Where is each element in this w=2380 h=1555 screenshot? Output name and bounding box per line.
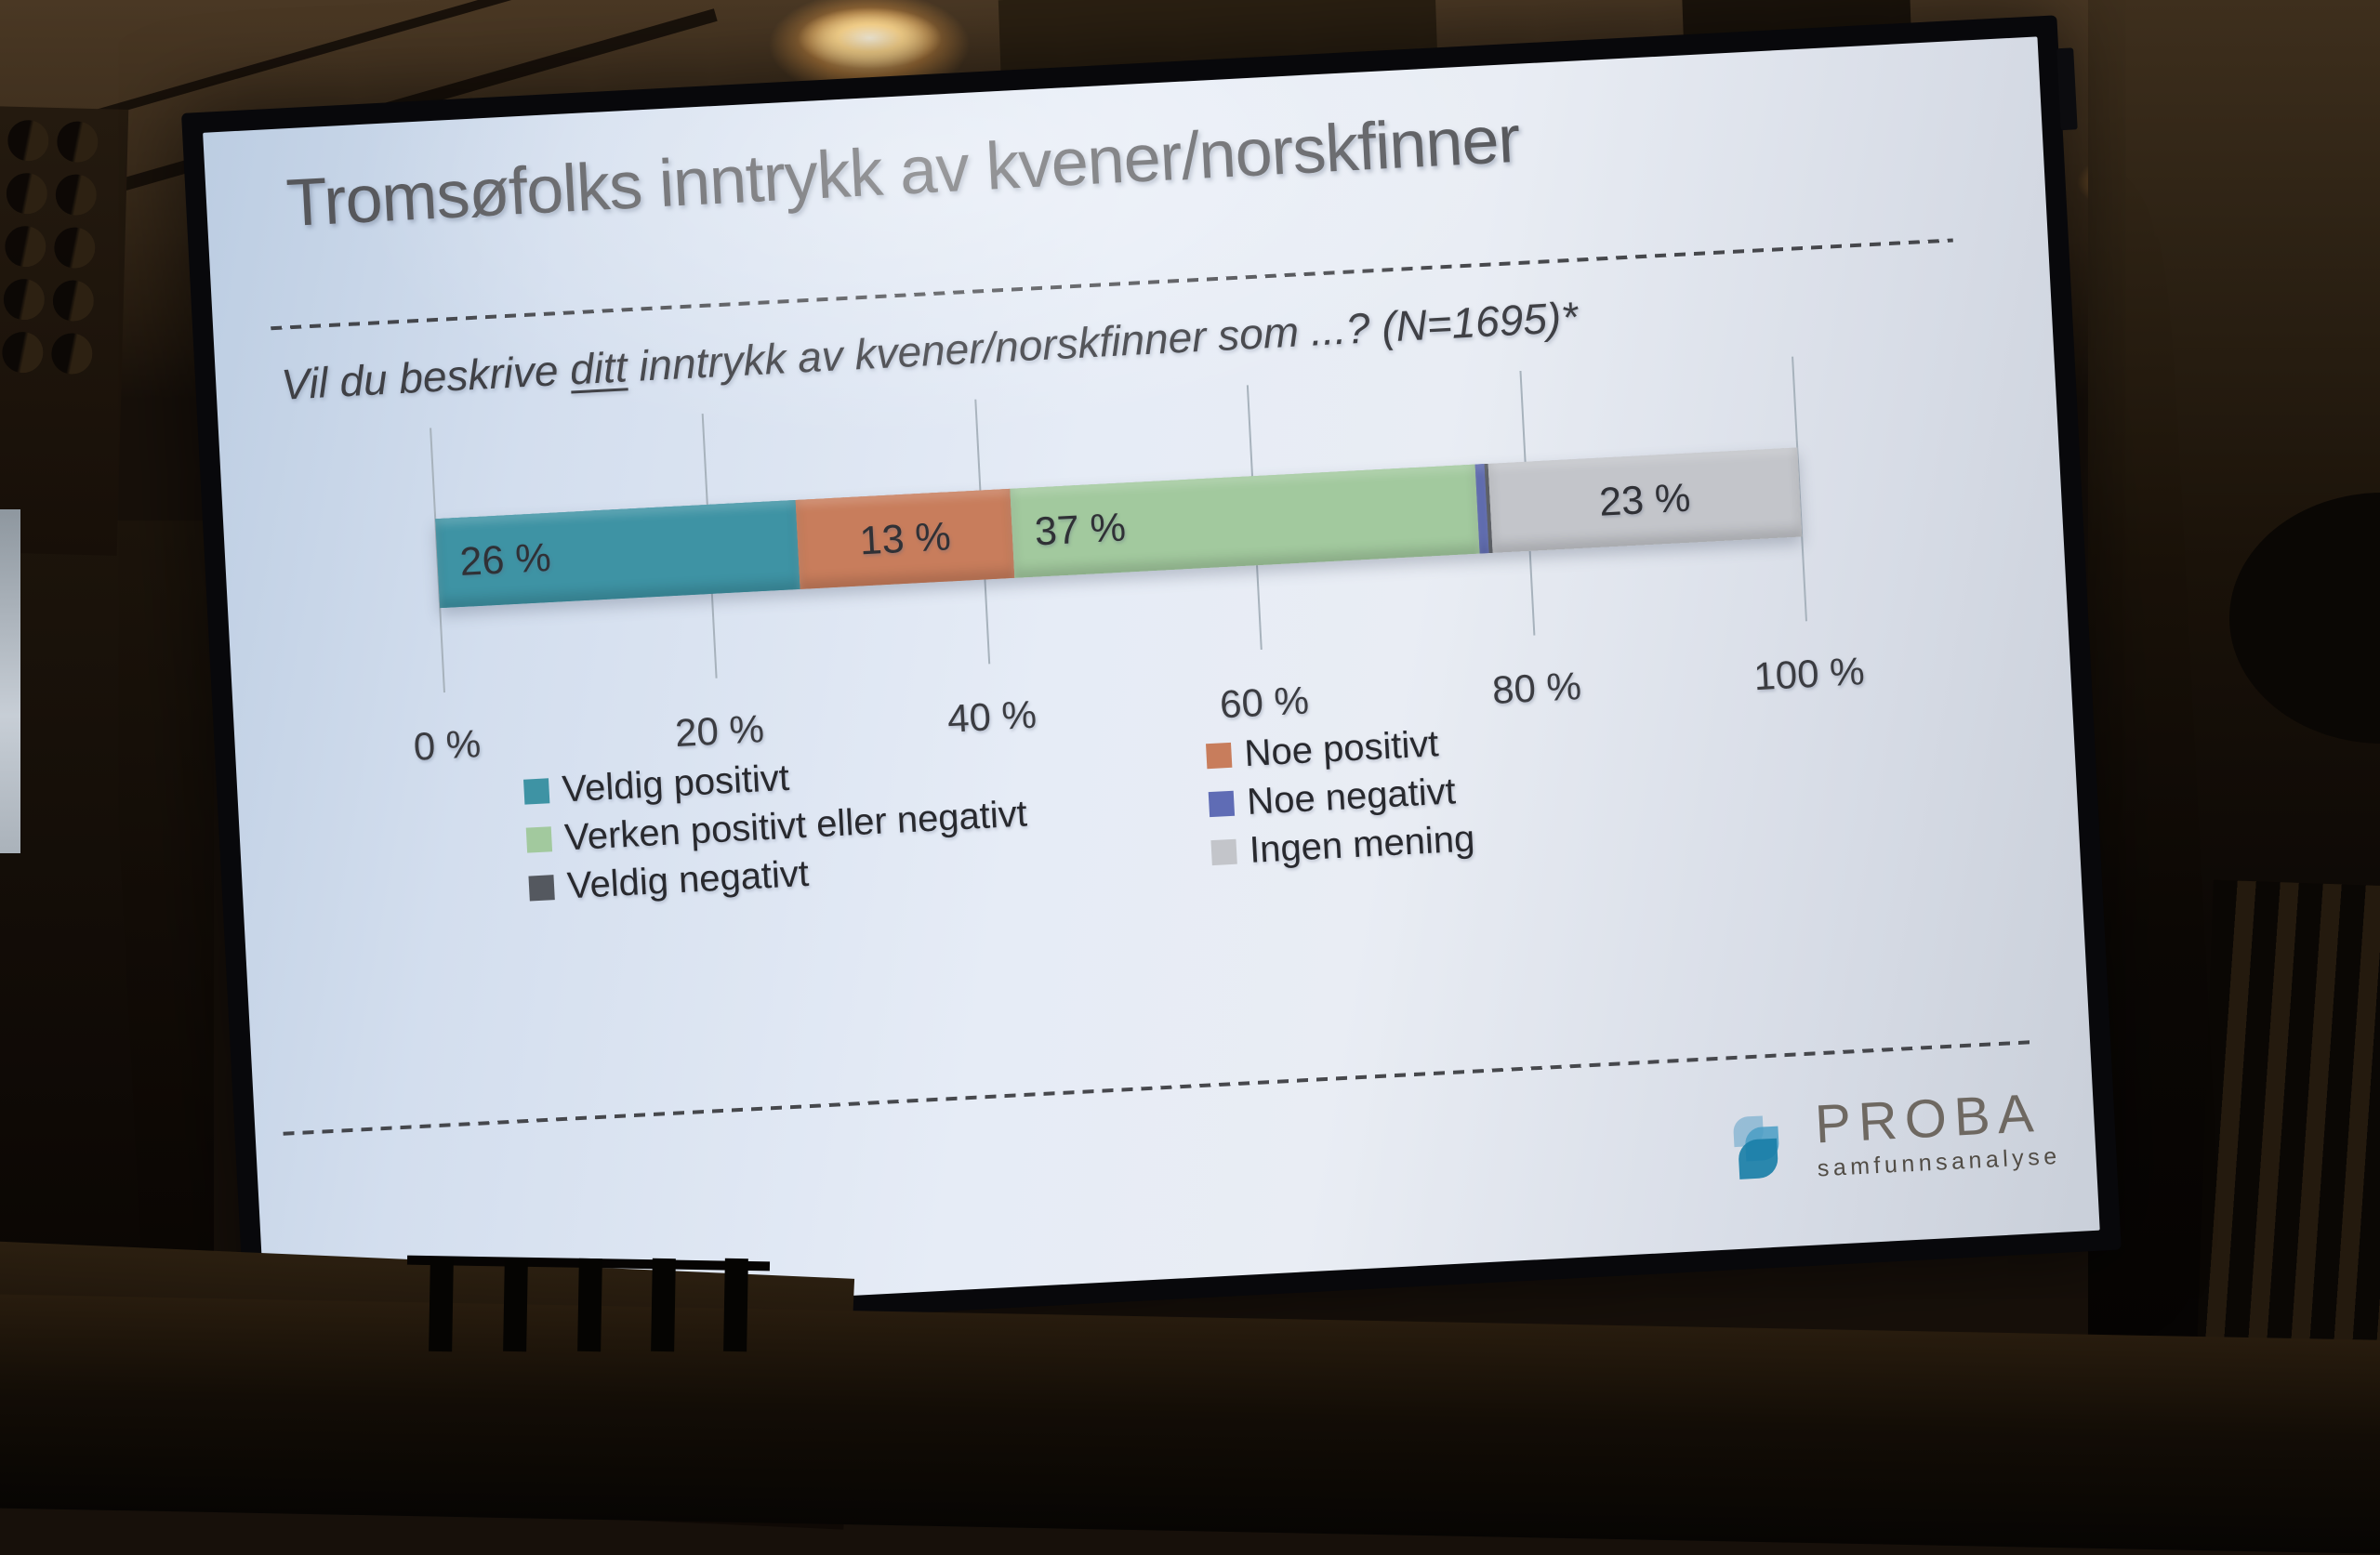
railing-post xyxy=(577,1258,602,1352)
legend-label: Veldig positivt xyxy=(561,757,791,810)
data-label: 37 % xyxy=(1033,504,1128,555)
legend-label: Veldig negativt xyxy=(565,852,811,906)
x-axis-tick-label: 80 % xyxy=(1490,664,1582,713)
legend-swatch xyxy=(525,825,553,853)
x-axis-tick-label: 20 % xyxy=(673,706,765,756)
data-label: 13 % xyxy=(858,513,952,563)
room-left-background xyxy=(0,521,214,1338)
legend-swatch xyxy=(1210,838,1237,865)
chart-legend: Veldig positivt Noe positivt Verken positi… xyxy=(522,718,1475,912)
stacked-bar: 26 % 13 % 37 % 23 % xyxy=(435,447,1803,609)
data-label: 23 % xyxy=(1598,475,1692,525)
legend-item-5: Ingen mening xyxy=(1210,818,1475,874)
x-axis-tick-label: 0 % xyxy=(412,721,483,769)
data-label: 26 % xyxy=(458,534,552,585)
bar-segment-0: 26 % xyxy=(435,499,800,609)
slide-title: Tromsøfolks inntrykk av kvener/norskfinn… xyxy=(284,101,1522,242)
legend-item-3: Noe negativt xyxy=(1208,770,1473,825)
railing-post xyxy=(723,1258,748,1352)
legend-swatch xyxy=(528,874,555,902)
legend-label: Noe negativt xyxy=(1246,770,1457,823)
legend-label: Noe positivt xyxy=(1243,722,1440,774)
underlined-word: ditt xyxy=(568,342,628,394)
railing-post xyxy=(503,1258,528,1352)
legend-swatch xyxy=(1205,742,1233,769)
railing-post xyxy=(651,1258,676,1352)
bar-segment-5: 23 % xyxy=(1488,447,1803,553)
x-axis-tick-label: 40 % xyxy=(945,692,1038,741)
legend-swatch xyxy=(522,777,550,805)
proba-logo-text: PROBA samfunnsanalyse xyxy=(1813,1082,2062,1183)
x-axis-tick-label: 60 % xyxy=(1218,678,1310,727)
railing-post xyxy=(429,1258,454,1352)
ceiling-light xyxy=(798,7,942,69)
tv-display: Tromsøfolks inntrykk av kvener/norskfinn… xyxy=(181,15,2122,1349)
legend-label: Ingen mening xyxy=(1248,817,1476,871)
proba-logo: PROBA samfunnsanalyse xyxy=(1723,1082,2062,1188)
room-floor xyxy=(0,1294,2380,1555)
bar-segment-2: 37 % xyxy=(1010,464,1480,578)
legend-swatch xyxy=(1208,790,1236,817)
proba-logo-icon xyxy=(1733,1114,1779,1179)
legend-item-1: Noe positivt xyxy=(1205,721,1471,777)
bar-segment-1: 13 % xyxy=(795,488,1015,589)
decorative-wall-panel xyxy=(0,106,129,556)
crescent-pattern xyxy=(0,118,123,379)
light-reflection xyxy=(0,509,20,853)
plot-area: 26 % 13 % 37 % 23 % 0 % 20 % 40 % 60 % 80 % 100 … xyxy=(413,356,1866,769)
wall-slats xyxy=(2197,879,2380,1351)
x-axis-tick-label: 100 % xyxy=(1752,649,1866,699)
logo-brand: PROBA xyxy=(1813,1082,2043,1155)
slide: Tromsøfolks inntrykk av kvener/norskfinn… xyxy=(203,36,2100,1327)
